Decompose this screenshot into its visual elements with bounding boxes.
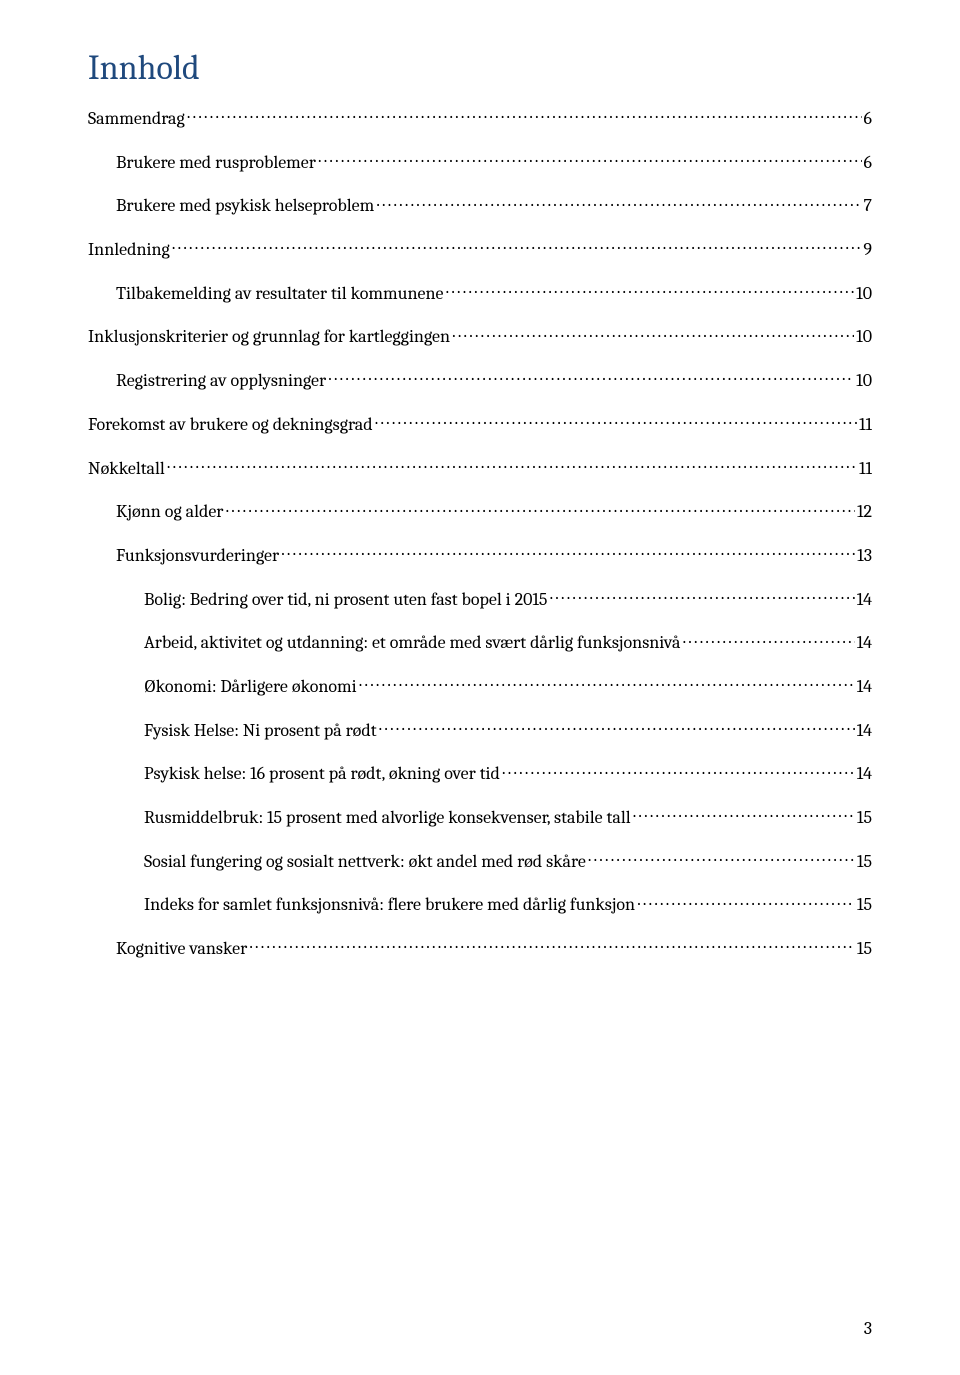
toc-entry-label: Psykisk helse: 16 prosent på rødt, øknin… [144, 764, 500, 785]
toc-entry-page: 14 [857, 590, 872, 611]
toc-entry: Innledning 9 [88, 237, 872, 261]
toc-entry: Sosial fungering og sosialt nettverk: øk… [88, 849, 872, 873]
toc-leader-dots [225, 499, 855, 517]
toc-entry-label: Brukere med rusproblemer [116, 153, 316, 174]
toc-entry: Brukere med rusproblemer 6 [88, 150, 872, 174]
toc-entry: Registrering av opplysninger 10 [88, 368, 872, 392]
toc-leader-dots [167, 456, 857, 474]
toc-entry: Tilbakemelding av resultater til kommune… [88, 281, 872, 305]
toc-leader-dots [549, 587, 854, 605]
toc-entry-label: Kjønn og alder [116, 502, 223, 523]
toc-leader-dots [187, 106, 862, 124]
toc-entry-label: Registrering av opplysninger [116, 371, 326, 392]
toc-entry-page: 11 [859, 459, 872, 480]
toc-entry: Forekomst av brukere og dekningsgrad 11 [88, 412, 872, 436]
toc-entry-page: 6 [864, 109, 872, 130]
toc-leader-dots [445, 281, 854, 299]
toc-entry-label: Arbeid, aktivitet og utdanning: et områd… [144, 633, 680, 654]
toc-entry: Funksjonsvurderinger 13 [88, 543, 872, 567]
toc-entry-page: 15 [857, 852, 872, 873]
toc-leader-dots [281, 543, 855, 561]
toc-entry-page: 14 [857, 633, 872, 654]
toc-entry-label: Brukere med psykisk helseproblem [116, 196, 374, 217]
toc-entry-page: 10 [856, 284, 872, 305]
toc-entry: Rusmiddelbruk: 15 prosent med alvorlige … [88, 805, 872, 829]
toc-entry-page: 10 [856, 327, 872, 348]
toc-leader-dots [249, 936, 855, 954]
toc-entry-label: Rusmiddelbruk: 15 prosent med alvorlige … [144, 808, 631, 829]
toc-leader-dots [376, 193, 861, 211]
toc-leader-dots [682, 630, 854, 648]
toc-entry: Økonomi: Dårligere økonomi 14 [88, 674, 872, 698]
toc-entry-page: 7 [864, 196, 872, 217]
toc-entry-page: 12 [857, 502, 872, 523]
toc-entry-page: 14 [857, 764, 872, 785]
toc-entry-label: Bolig: Bedring over tid, ni prosent uten… [144, 590, 547, 611]
document-page: Innhold Sammendrag6Brukere med rusproble… [0, 0, 960, 1375]
toc-leader-dots [375, 412, 857, 430]
toc-leader-dots [502, 761, 855, 779]
toc-entry: Indeks for samlet funksjonsnivå: flere b… [88, 892, 872, 916]
toc-entry-page: 6 [864, 153, 872, 174]
toc-entry-page: 15 [857, 895, 872, 916]
toc-entry-page: 15 [857, 939, 872, 960]
toc-leader-dots [588, 849, 855, 867]
toc-entry-label: Indeks for samlet funksjonsnivå: flere b… [144, 895, 635, 916]
toc-entry-label: Kognitive vansker [116, 939, 247, 960]
toc-entry-label: Fysisk Helse: Ni prosent på rødt [144, 721, 377, 742]
toc-entry-label: Forekomst av brukere og dekningsgrad [88, 415, 373, 436]
toc-entry-page: 14 [857, 721, 872, 742]
toc-entry-label: Funksjonsvurderinger [116, 546, 279, 567]
toc-leader-dots [318, 150, 862, 168]
toc-entry: Arbeid, aktivitet og utdanning: et områd… [88, 630, 872, 654]
toc-entry-page: 11 [859, 415, 872, 436]
toc-entry-label: Sosial fungering og sosialt nettverk: øk… [144, 852, 586, 873]
toc-entry-page: 15 [857, 808, 872, 829]
toc-entry-label: Nøkkeltall [88, 459, 165, 480]
toc-entry-label: Inklusjonskriterier og grunnlag for kart… [88, 327, 450, 348]
toc-entry: Fysisk Helse: Ni prosent på rødt 14 [88, 718, 872, 742]
toc-entry: Inklusjonskriterier og grunnlag for kart… [88, 324, 872, 348]
toc-entry-page: 9 [863, 240, 872, 261]
toc-entry-page: 10 [856, 371, 872, 392]
toc-entry-page: 14 [857, 677, 872, 698]
toc-leader-dots [328, 368, 854, 386]
toc-entry: Bolig: Bedring over tid, ni prosent uten… [88, 587, 872, 611]
toc-entry: Sammendrag 6 [88, 106, 872, 130]
page-number: 3 [864, 1318, 872, 1339]
table-of-contents: Sammendrag6Brukere med rusproblemer6Bruk… [88, 106, 872, 960]
toc-entry: Kognitive vansker 15 [88, 936, 872, 960]
toc-entry: Psykisk helse: 16 prosent på rødt, øknin… [88, 761, 872, 785]
toc-leader-dots [172, 237, 862, 255]
toc-leader-dots [637, 892, 855, 910]
toc-entry-label: Sammendrag [88, 109, 185, 130]
toc-entry: Nøkkeltall 11 [88, 456, 872, 480]
toc-leader-dots [359, 674, 855, 692]
toc-entry-label: Tilbakemelding av resultater til kommune… [116, 284, 443, 305]
toc-entry: Kjønn og alder 12 [88, 499, 872, 523]
toc-entry-label: Økonomi: Dårligere økonomi [144, 677, 357, 698]
page-title: Innhold [88, 48, 872, 88]
toc-entry: Brukere med psykisk helseproblem 7 [88, 193, 872, 217]
toc-leader-dots [379, 718, 855, 736]
toc-leader-dots [633, 805, 855, 823]
toc-leader-dots [452, 324, 854, 342]
toc-entry-label: Innledning [88, 240, 170, 261]
toc-entry-page: 13 [857, 546, 872, 567]
